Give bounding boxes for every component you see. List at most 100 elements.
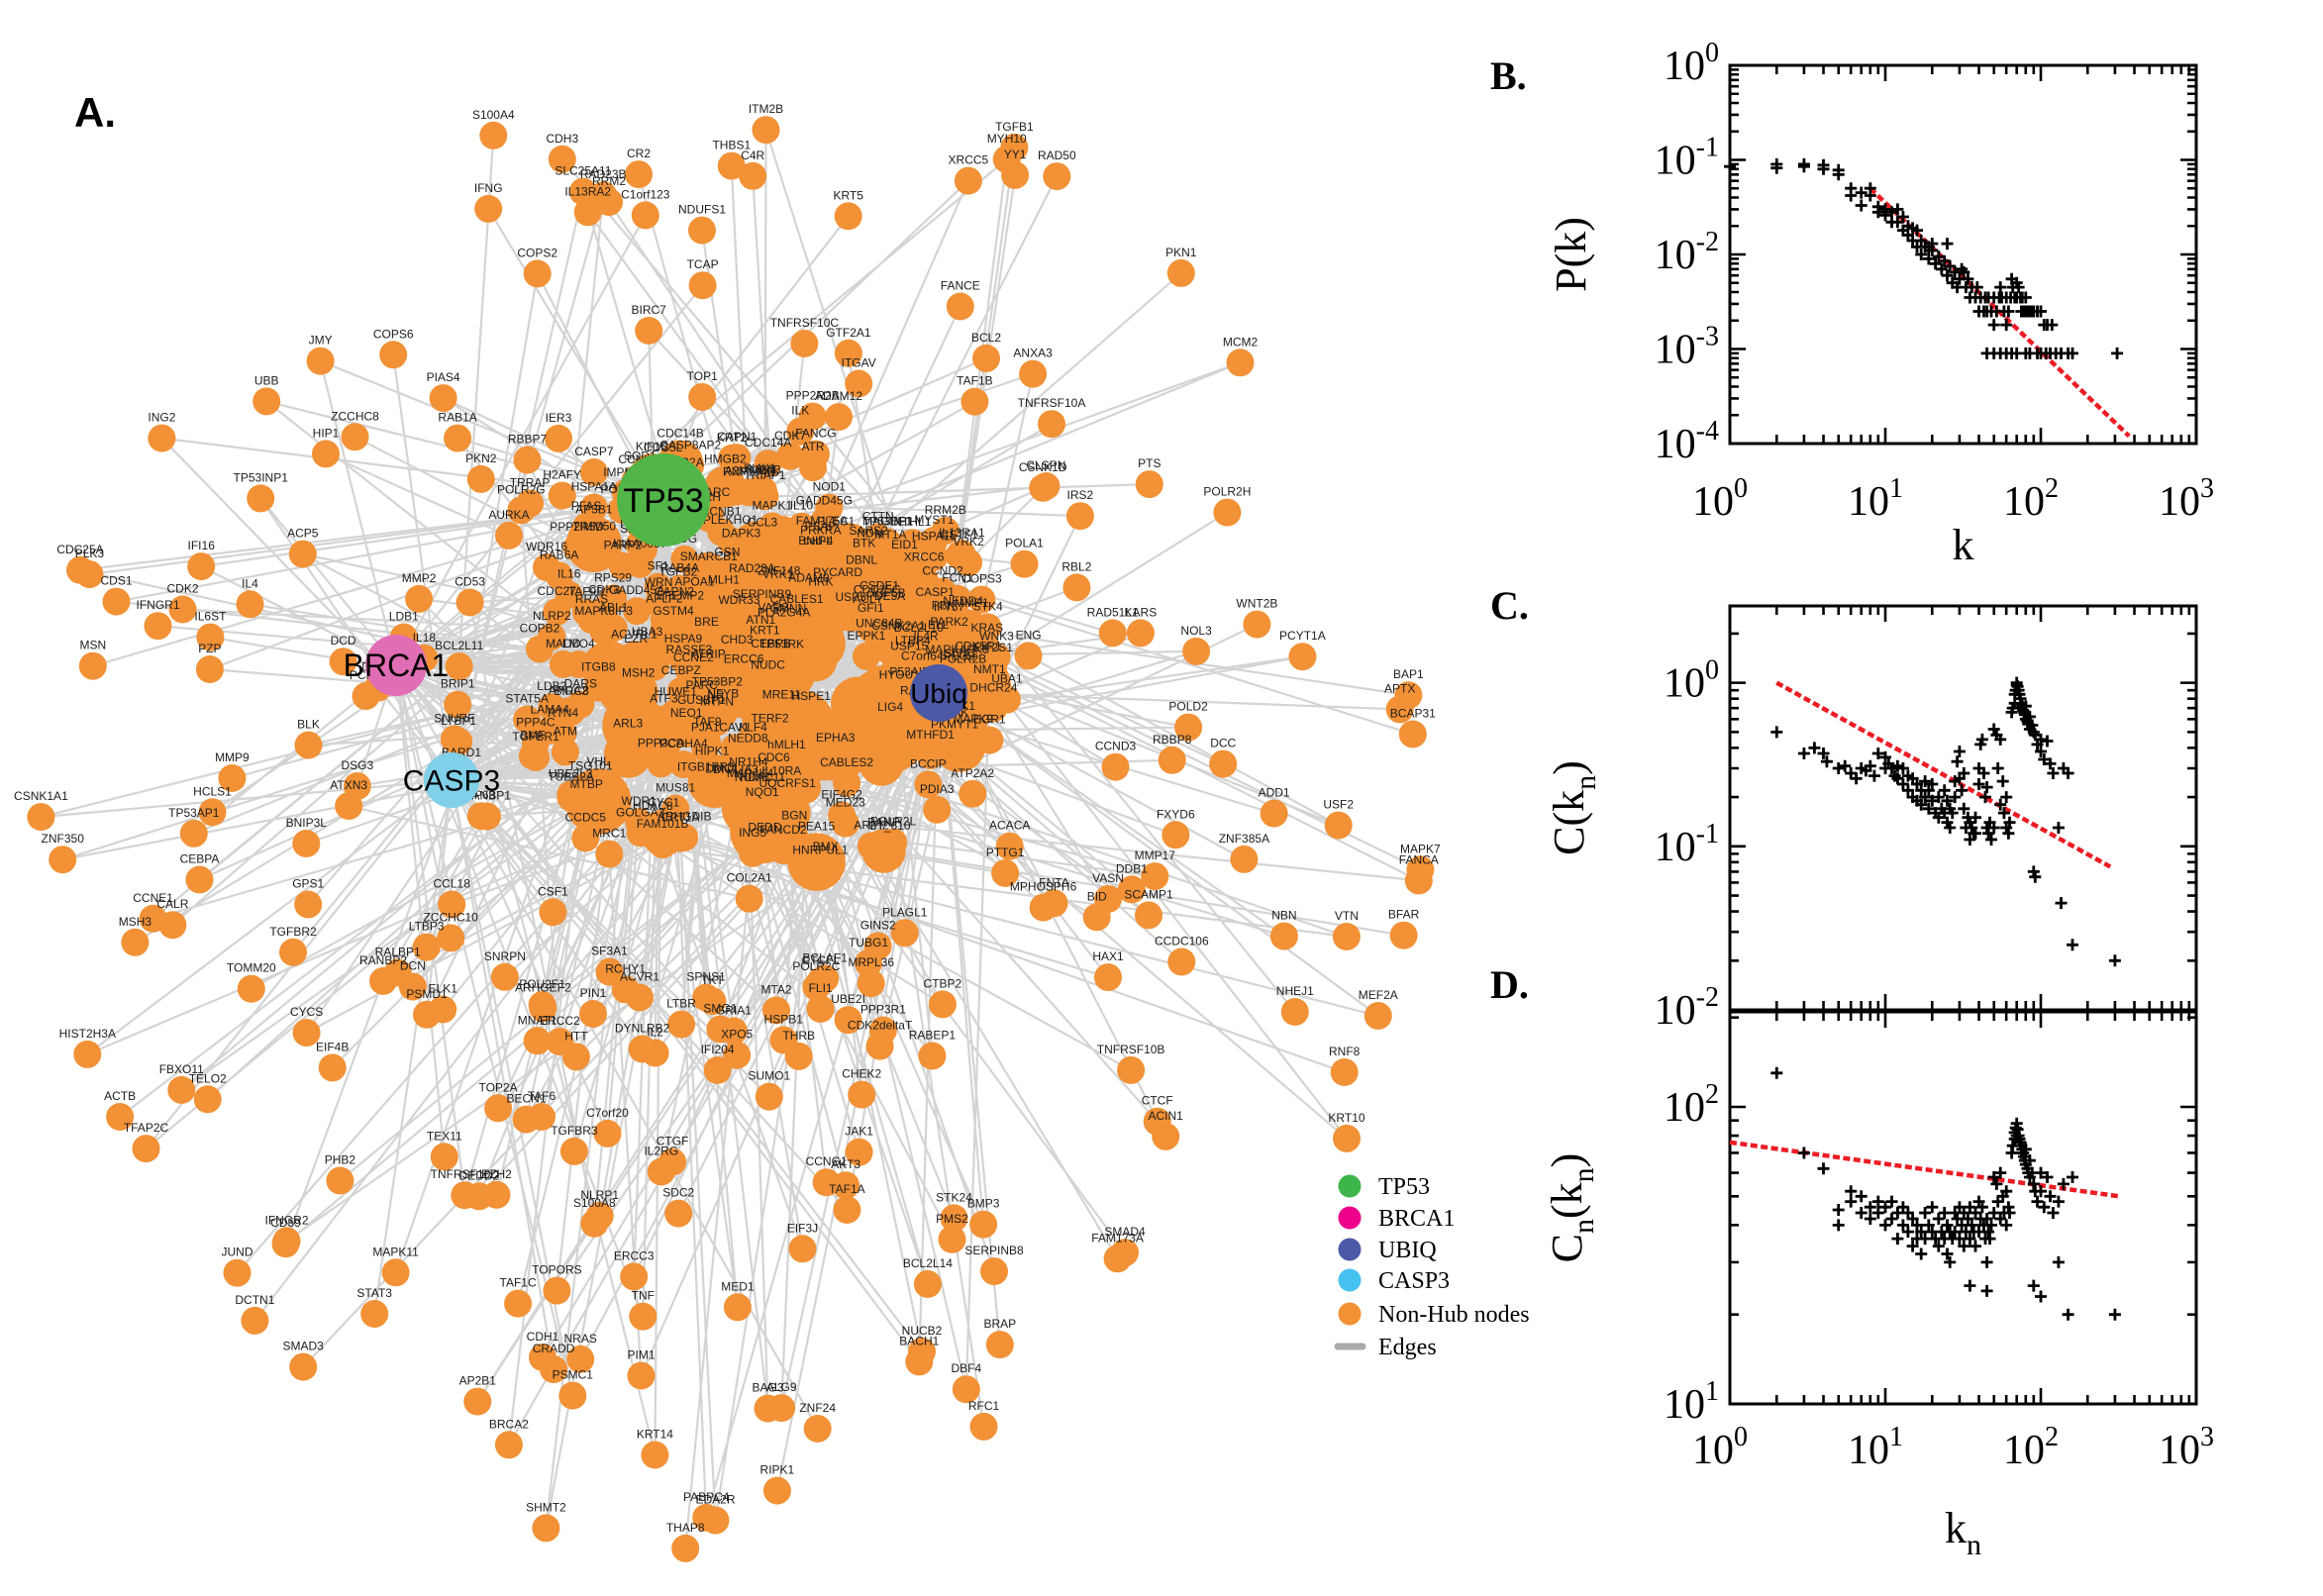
network-node	[787, 833, 846, 891]
network-node-label: FANCA	[1399, 853, 1439, 867]
network-node	[647, 749, 675, 778]
network-node-label: PIM1	[627, 1348, 655, 1362]
network-node	[940, 1204, 968, 1233]
network-node	[445, 652, 473, 681]
network-node	[241, 1306, 269, 1335]
network-node-label: POLD2	[1168, 700, 1208, 714]
network-node	[875, 833, 904, 860]
network-node-label: S100B	[746, 462, 781, 476]
hub-node-tp53	[617, 453, 710, 547]
network-node-label: HTT	[564, 1029, 588, 1043]
network-node-label: HDAC8	[633, 799, 673, 813]
network-edges	[41, 129, 1421, 1549]
network-node-label: APOA2	[549, 683, 588, 697]
network-node-label: MAPK1	[753, 498, 793, 512]
network-node-label: PYCARD	[813, 565, 862, 579]
network-node-label: CABLES1	[770, 592, 824, 606]
network-node-label: TRRAP	[510, 475, 551, 489]
network-node-label: TGFBR2	[269, 925, 317, 939]
network-node-label: HIP1	[313, 426, 340, 440]
network-node-label: ACVR1	[620, 970, 659, 984]
network-node-label: KRT1	[750, 624, 780, 638]
network-node	[523, 1027, 552, 1055]
network-node-label: ced-4	[803, 534, 833, 548]
network-node-label: ARHGDIB	[657, 810, 712, 824]
network-node-label: ZNF350	[42, 832, 85, 846]
network-node-label: BRCA2	[489, 1417, 529, 1431]
network-node-label: NHEJ1	[1276, 984, 1314, 998]
axis-ticks	[1728, 63, 2198, 446]
network-node-label: TGFBR3	[551, 1124, 598, 1138]
network-node-label: MLH1	[708, 573, 740, 587]
network-node	[595, 840, 624, 868]
network-node	[958, 610, 986, 639]
network-node	[938, 1225, 966, 1253]
network-node-label: SERPINB8	[964, 1244, 1024, 1257]
network-node-label: HRK	[808, 574, 833, 588]
network-node-label: RAD23A	[729, 561, 775, 575]
network-node-label: PPP3R1	[860, 1003, 906, 1017]
network-node-label: ACTB	[104, 1089, 136, 1103]
network-node	[132, 1135, 160, 1163]
network-node-label: WNK3	[979, 630, 1014, 644]
network-node	[512, 1105, 541, 1134]
network-node	[1330, 1058, 1359, 1086]
legend-swatch-icon	[1338, 1174, 1362, 1198]
network-node-label: BRIP1	[441, 677, 475, 691]
y-tick-label: 10-1	[1655, 819, 1719, 870]
network-node	[564, 768, 632, 835]
network-node-label: NTHL1	[893, 515, 931, 529]
network-node-label: CD59	[270, 1216, 301, 1230]
network-node-label: TKT	[701, 973, 724, 987]
network-node-label: BCLAF1	[803, 950, 849, 964]
network-node	[294, 890, 323, 919]
network-node-label: C1orf123	[621, 187, 670, 201]
network-node-label: NMT1	[973, 662, 1006, 676]
network-node-label: IFNGR1	[136, 598, 179, 612]
network-node-label: POLR2L	[870, 815, 916, 829]
network-node-label: CDC25C	[854, 583, 901, 597]
network-node-label: NDUFS1	[678, 203, 726, 217]
network-node	[474, 194, 503, 223]
network-node-label: POLR2C	[792, 959, 840, 973]
network-node	[78, 651, 107, 680]
network-node-label: RBBP8	[1153, 733, 1192, 747]
network-node	[944, 584, 971, 613]
network-node-label: THBS1	[712, 139, 751, 152]
network-node	[954, 166, 982, 195]
chart-panel-b: 100 10-1 10-2 10-3 10-4 100 101 102 103 P(k) k	[1547, 38, 2214, 569]
network-node-label: TP53AP1	[168, 806, 220, 820]
network-node	[516, 489, 545, 518]
network-node-label: TP53INP1	[234, 470, 289, 484]
network-node-label: TP53BP2	[692, 674, 744, 688]
network-node-label: NEO1	[670, 706, 703, 720]
network-node-label: CCND3	[1095, 740, 1137, 753]
network-node-label: CRADD	[533, 1342, 575, 1355]
network-node-label: GADD45A	[609, 583, 664, 597]
network-node-label: PARK2	[930, 615, 968, 629]
network-node-label: TSG101	[568, 759, 613, 773]
network-node-label: EPPK1	[848, 629, 886, 643]
network-node	[1213, 498, 1242, 527]
network-node-label: DMC1	[705, 762, 739, 776]
network-node-label: CDC5L	[644, 441, 683, 454]
network-node-label: CASP7	[574, 445, 614, 458]
network-node-label: NP	[707, 688, 724, 702]
network-node	[995, 832, 1024, 860]
network-node	[144, 612, 172, 641]
hub-node-brca1	[365, 635, 427, 696]
network-node-label: ZNF148	[758, 564, 801, 578]
network-node	[1043, 162, 1071, 191]
network-node-label: ZNF385A	[1219, 832, 1269, 846]
network-node-label: GPS1	[292, 877, 324, 891]
y-tick-label: 100	[1664, 655, 1719, 707]
network-node	[1332, 923, 1361, 950]
network-node-label: CTCF	[1142, 1094, 1173, 1108]
network-node-label: UBE2I	[831, 992, 865, 1006]
network-node	[1167, 948, 1196, 976]
network-node	[335, 792, 363, 821]
network-node	[960, 387, 989, 416]
network-node-label: UBE2L3	[549, 767, 593, 781]
network-node	[379, 341, 408, 369]
network-node	[713, 558, 742, 587]
